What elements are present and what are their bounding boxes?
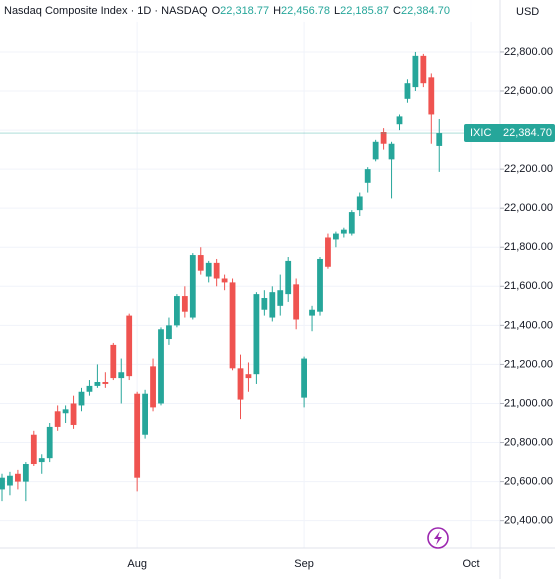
currency-label: USD: [516, 6, 539, 18]
candle-body: [22, 464, 29, 482]
candle-body: [62, 409, 69, 414]
candle-body: [142, 393, 148, 435]
candle-body: [301, 358, 307, 398]
candle-body: [174, 296, 180, 326]
y-tick-label: 21,200.00: [504, 358, 553, 370]
candle-body: [364, 169, 371, 183]
last-price-box: [464, 124, 555, 143]
candle-body: [15, 473, 21, 482]
ohlc-key: O: [212, 5, 221, 17]
candle-body: [348, 212, 355, 234]
y-tick-label: 21,800.00: [504, 241, 553, 253]
candle-body: [412, 55, 419, 88]
y-tick-label: 22,000.00: [504, 202, 553, 214]
y-tick-label: 22,600.00: [504, 85, 553, 97]
candle-body: [237, 368, 244, 400]
candle-body: [86, 385, 93, 392]
lightning-circle[interactable]: [427, 527, 449, 549]
candle-body: [372, 141, 379, 160]
candle-body: [126, 315, 133, 377]
candle-body: [54, 411, 61, 427]
last-price-label: 22,384.70: [503, 127, 552, 139]
candle-body: [229, 282, 236, 369]
y-tick-label: 20,400.00: [504, 515, 553, 527]
ohlc-value: 22,384.70: [401, 5, 450, 17]
candle-body: [277, 290, 284, 306]
axes: 20,400.00 20,600.00 20,800.00 21,000.00 21,2…: [127, 46, 555, 570]
y-tick-label: 21,600.00: [504, 280, 553, 292]
legend-background: [0, 0, 498, 22]
x-tick-label: Aug: [127, 558, 147, 570]
y-tick-label: 22,200.00: [504, 163, 553, 175]
ohlc-legend: O 22,318.77 H 22,456.78 L 22,185.87 C 22,384.70: [212, 5, 450, 17]
candle-body: [78, 391, 85, 406]
candle-body: [388, 143, 395, 160]
candle-body: [205, 262, 212, 277]
candle-body: [253, 294, 260, 375]
candle-body: [150, 366, 156, 408]
candle-body: [333, 233, 339, 240]
candle-body: [213, 262, 220, 279]
candle-body: [102, 381, 109, 384]
candle-body: [70, 403, 77, 425]
ohlc-value: 22,185.87: [340, 5, 389, 17]
x-tick-label: Oct: [462, 558, 479, 570]
ohlc-key: C: [393, 5, 401, 17]
candle-body: [269, 292, 276, 318]
candle-body: [309, 309, 315, 316]
candle-body: [94, 381, 101, 386]
candle-body: [380, 132, 387, 144]
candle-body: [428, 77, 435, 115]
candle-body: [245, 374, 252, 379]
candle-body: [158, 329, 164, 404]
candle-body: [261, 298, 268, 310]
ohlc-key: L: [334, 5, 340, 17]
ohlc-value: 22,456.78: [281, 5, 330, 17]
lightning-icon[interactable]: [434, 531, 442, 545]
x-tick-label: Sep: [294, 558, 314, 570]
y-tick-label: 22,800.00: [504, 46, 553, 58]
candle-body: [166, 325, 172, 340]
candle-body: [110, 344, 117, 379]
y-tick-label: 20,800.00: [504, 436, 553, 448]
candle-body: [7, 475, 13, 486]
y-tick-label: 21,400.00: [504, 319, 553, 331]
candle-body: [189, 255, 196, 318]
candle-body: [0, 477, 5, 490]
candle-body: [285, 260, 292, 295]
chart-title: Nasdaq Composite Index · 1D · NASDAQ: [4, 5, 208, 17]
lightning-button[interactable]: [427, 527, 449, 549]
candle-body: [38, 458, 45, 463]
candle-body: [436, 133, 443, 146]
candle-body: [293, 284, 300, 320]
candle-body: [317, 258, 323, 312]
ohlc-key: H: [273, 5, 281, 17]
candle-body: [356, 196, 363, 211]
candle-body: [404, 83, 411, 99]
candle-body: [46, 426, 53, 459]
y-tick-label: 21,000.00: [504, 397, 553, 409]
candle-body: [325, 237, 331, 267]
candle-body: [396, 116, 403, 125]
candle-body: [181, 296, 188, 312]
ohlc-value: 22,318.77: [220, 5, 269, 17]
candle-body: [30, 434, 37, 465]
candle-body: [420, 55, 427, 84]
last-price-symbol: IXIC: [470, 127, 491, 139]
y-tick-label: 20,600.00: [504, 476, 553, 488]
plot: [0, 51, 500, 502]
candle-body: [118, 372, 125, 379]
candle-body: [134, 393, 141, 478]
candle-body: [197, 255, 204, 271]
candle-body: [340, 229, 347, 234]
candle-body: [221, 278, 228, 283]
